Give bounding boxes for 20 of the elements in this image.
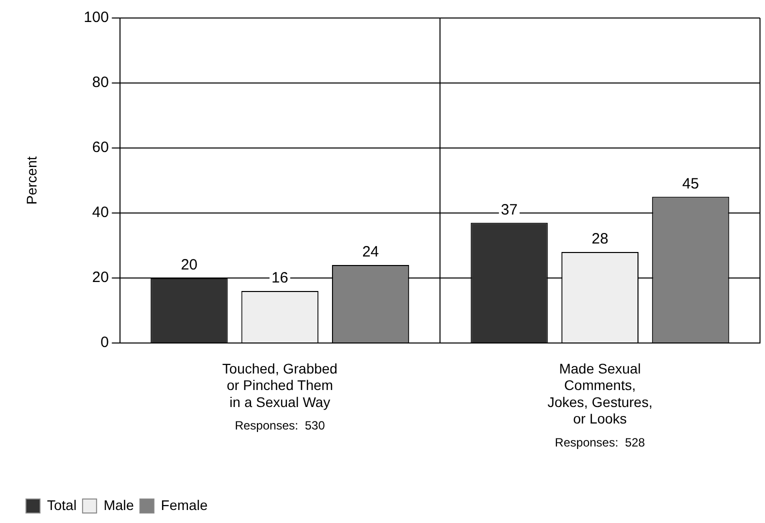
y-tick-label: 100 <box>84 9 109 26</box>
y-tick-label: 40 <box>92 204 109 222</box>
x-tick-label: Made Sexual Comments, Jokes, Gestures, or Looks <box>547 360 652 427</box>
data-label: 28 <box>592 230 608 248</box>
data-label: 37 <box>500 201 518 218</box>
data-label: 45 <box>682 175 699 192</box>
data-label: 16 <box>272 270 288 287</box>
y-tick-label: 0 <box>100 334 109 352</box>
y-tick-label: 80 <box>92 74 109 92</box>
y-tick-label: 20 <box>92 269 109 286</box>
text: Responses: 528 <box>554 435 646 450</box>
text: Responses: 530 <box>234 418 326 432</box>
legend-label: Total <box>47 496 77 513</box>
legend-label: Female <box>160 496 208 513</box>
data-label: 24 <box>362 244 379 261</box>
legend-label: Male <box>104 496 134 513</box>
data-label: 20 <box>180 256 198 274</box>
y-axis-title: Percent <box>23 156 40 205</box>
y-tick-label: 60 <box>92 139 109 156</box>
x-tick-label: Touched, Grabbed or Pinched Them in a Sexual Way <box>222 360 338 410</box>
